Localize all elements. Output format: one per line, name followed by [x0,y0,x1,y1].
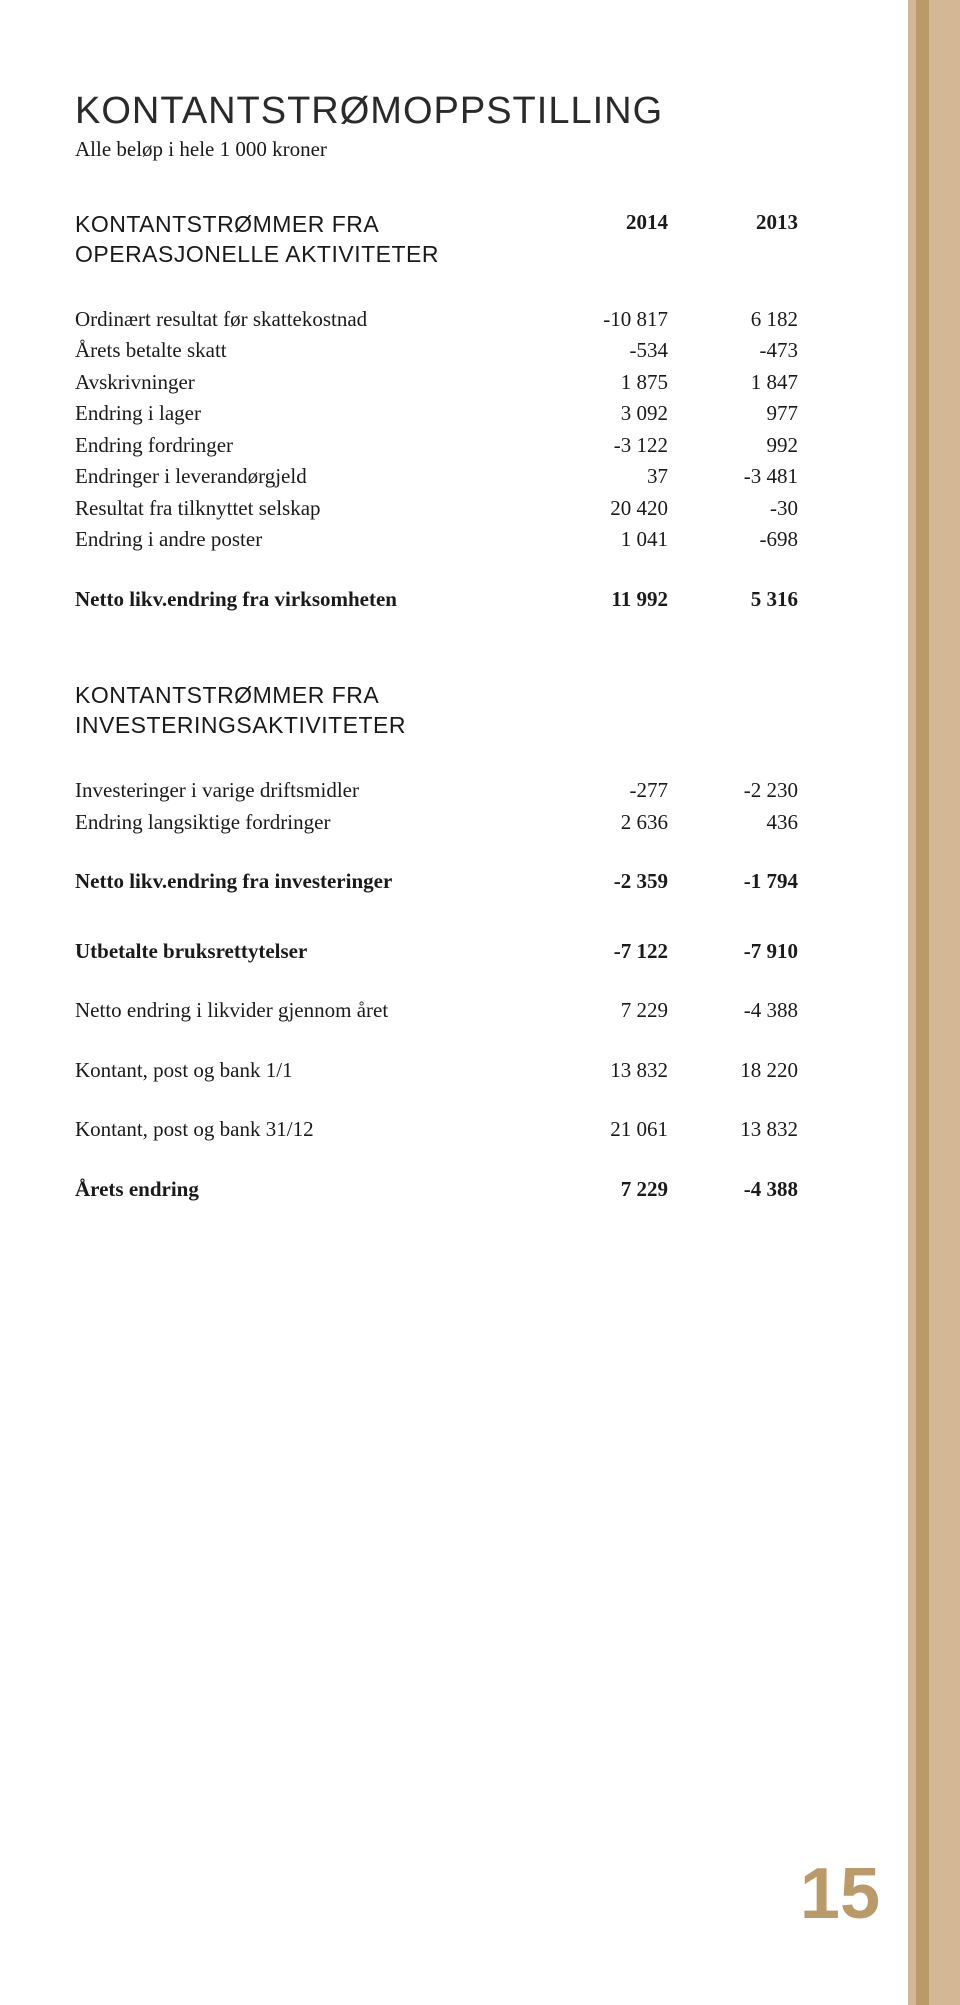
row-label: Endring i lager [75,398,538,430]
page-title: KONTANTSTRØMOPPSTILLING [75,90,798,133]
section-operational: KONTANTSTRØMMER FRAOPERASJONELLE AKTIVIT… [75,210,798,615]
row-value-1: 3 092 [538,398,668,430]
section-header-row: KONTANTSTRØMMER FRAOPERASJONELLE AKTIVIT… [75,210,798,276]
total-row: Netto likv.endring fra investeringer -2 … [75,866,798,898]
row-value-2: 436 [668,807,798,839]
table-row: Netto endring i likvider gjennom året7 2… [75,995,798,1027]
row-value-1: -534 [538,335,668,367]
row-value-2: -7 910 [668,936,798,968]
table-row: Endring langsiktige fordringer2 636436 [75,807,798,839]
row-label: Endring langsiktige fordringer [75,807,538,839]
row-value-1: 37 [538,461,668,493]
table-row: Avskrivninger1 8751 847 [75,367,798,399]
row-label: Endring i andre poster [75,524,538,556]
row-value-2: 977 [668,398,798,430]
table-row: Endring i lager3 092977 [75,398,798,430]
row-value-1: 1 875 [538,367,668,399]
table-row: Kontant, post og bank 1/113 83218 220 [75,1055,798,1087]
row-value-2: 992 [668,430,798,462]
page-number: 15 [800,1853,880,1935]
row-value-1: -277 [538,775,668,807]
row-value-2: -4 388 [668,995,798,1027]
row-value-2: -2 230 [668,775,798,807]
total-label: Netto likv.endring fra virksomheten [75,584,538,616]
row-label: Endringer i leverandørgjeld [75,461,538,493]
row-value-1: 2 636 [538,807,668,839]
table-row: Kontant, post og bank 31/1221 06113 832 [75,1114,798,1146]
row-label: Utbetalte bruksrettytelser [75,936,538,968]
row-label: Resultat fra tilknyttet selskap [75,493,538,525]
row-value-1: -10 817 [538,304,668,336]
year-col-2: 2013 [668,210,798,276]
row-label: Kontant, post og bank 1/1 [75,1055,538,1087]
table-row: Ordinært resultat før skattekostnad-10 8… [75,304,798,336]
total-v2: -1 794 [668,866,798,898]
row-value-2: 6 182 [668,304,798,336]
sidebar-inner-stripe [916,0,929,2005]
row-value-1: 1 041 [538,524,668,556]
section-investing: KONTANTSTRØMMER FRAINVESTERINGSAKTIVITET… [75,681,798,897]
row-value-2: -473 [668,335,798,367]
total-row: Netto likv.endring fra virksomheten 11 9… [75,584,798,616]
row-value-1: -7 122 [538,936,668,968]
section-header-2: KONTANTSTRØMMER FRAINVESTERINGSAKTIVITET… [75,681,798,741]
row-label: Investeringer i varige driftsmidler [75,775,538,807]
final-v1: 7 229 [538,1174,668,1206]
total-v1: -2 359 [538,866,668,898]
row-value-2: -30 [668,493,798,525]
row-label: Årets betalte skatt [75,335,538,367]
total-v1: 11 992 [538,584,668,616]
row-value-2: 1 847 [668,367,798,399]
total-label: Netto likv.endring fra investeringer [75,866,538,898]
row-label: Ordinært resultat før skattekostnad [75,304,538,336]
final-row: Årets endring 7 229 -4 388 [75,1174,798,1206]
row-label: Endring fordringer [75,430,538,462]
row-label: Kontant, post og bank 31/12 [75,1114,538,1146]
page-subtitle: Alle beløp i hele 1 000 kroner [75,137,798,162]
sidebar-stripe [908,0,960,2005]
year-col-1: 2014 [538,210,668,276]
row-value-2: -698 [668,524,798,556]
section-header-1: KONTANTSTRØMMER FRAOPERASJONELLE AKTIVIT… [75,210,538,270]
table-row: Årets betalte skatt-534-473 [75,335,798,367]
row-value-1: -3 122 [538,430,668,462]
page-content: KONTANTSTRØMOPPSTILLING Alle beløp i hel… [0,0,908,1245]
row-value-2: 18 220 [668,1055,798,1087]
row-value-2: -3 481 [668,461,798,493]
row-value-1: 7 229 [538,995,668,1027]
row-label: Avskrivninger [75,367,538,399]
row-value-2: 13 832 [668,1114,798,1146]
table-row: Investeringer i varige driftsmidler-277-… [75,775,798,807]
row-value-1: 21 061 [538,1114,668,1146]
row-value-1: 13 832 [538,1055,668,1087]
table-row: Resultat fra tilknyttet selskap20 420-30 [75,493,798,525]
final-label: Årets endring [75,1174,538,1206]
table-row: Endringer i leverandørgjeld37-3 481 [75,461,798,493]
row-value-1: 20 420 [538,493,668,525]
row-label: Netto endring i likvider gjennom året [75,995,538,1027]
table-row: Endring i andre poster1 041-698 [75,524,798,556]
table-row: Utbetalte bruksrettytelser-7 122-7 910 [75,936,798,968]
table-row: Endring fordringer-3 122992 [75,430,798,462]
total-v2: 5 316 [668,584,798,616]
final-v2: -4 388 [668,1174,798,1206]
